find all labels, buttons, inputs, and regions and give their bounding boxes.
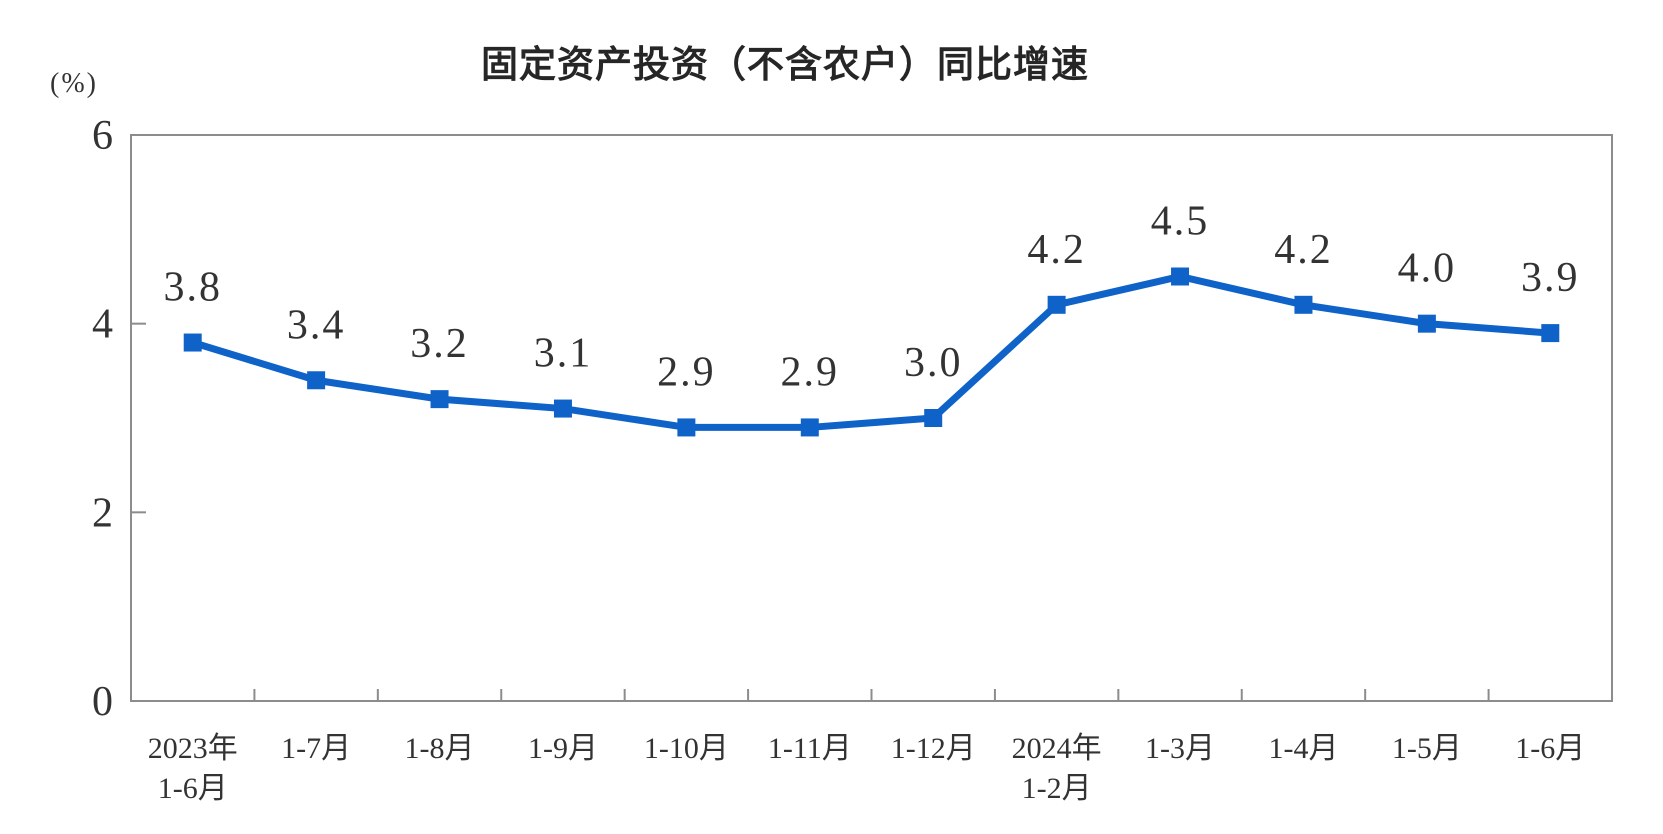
y-axis-tick-label: 4	[92, 302, 113, 348]
trend-line	[191, 272, 1551, 431]
x-axis-category-label: 1-8月	[405, 732, 475, 765]
x-axis-category-label: 1-11月	[768, 732, 852, 765]
x-axis-category-label: 1-12月	[891, 732, 976, 765]
x-axis-category-label: 1-7月	[281, 732, 351, 765]
data-point-label: 4.0	[1398, 246, 1457, 292]
data-point-label: 3.2	[410, 321, 469, 367]
x-axis-category-label: 1-10月	[644, 732, 729, 765]
data-point-label: 4.5	[1151, 199, 1210, 245]
data-point-marker	[1171, 267, 1190, 286]
data-point-label: 3.1	[534, 331, 593, 377]
x-axis-category-label: 2023年	[148, 732, 238, 765]
data-point-marker	[800, 418, 819, 437]
data-point-marker	[307, 371, 326, 390]
x-axis-category-label: 1-6月	[158, 772, 228, 805]
data-point-marker	[924, 409, 943, 427]
y-axis-tick-label: 2	[92, 490, 113, 536]
x-axis-category-label: 1-9月	[528, 732, 598, 765]
x-axis-category-label: 1-3月	[1145, 732, 1215, 765]
y-axis-tick-label: 6	[92, 113, 113, 159]
x-axis-category-label: 1-5月	[1392, 732, 1462, 765]
data-point-label: 3.9	[1521, 255, 1580, 301]
data-point-marker	[1417, 314, 1436, 333]
x-axis-category-label: 2024年	[1012, 732, 1102, 765]
y-axis-tick-label: 0	[92, 679, 113, 725]
data-point-label: 3.8	[163, 265, 222, 311]
data-point-label: 3.0	[904, 340, 963, 386]
x-axis-category-label: 1-6月	[1515, 732, 1585, 765]
data-point-marker	[1047, 295, 1066, 314]
chart-title: 固定资产投资（不含农户）同比增速	[481, 44, 1089, 85]
plot-border	[130, 134, 1613, 702]
data-point-marker	[183, 333, 202, 352]
data-point-marker	[677, 418, 696, 437]
data-point-marker	[1294, 295, 1313, 314]
data-point-label: 3.4	[287, 302, 346, 348]
y-axis-unit-label: (%)	[50, 68, 98, 99]
data-point-marker	[553, 399, 572, 418]
data-point-label: 2.9	[657, 349, 716, 395]
data-point-marker	[430, 390, 449, 409]
data-point-label: 2.9	[781, 349, 840, 395]
data-point-marker	[1541, 324, 1560, 343]
data-point-label: 4.2	[1027, 227, 1086, 273]
data-point-label: 4.2	[1274, 227, 1333, 273]
x-axis-category-label: 1-4月	[1268, 732, 1338, 765]
x-axis-category-label: 1-2月	[1022, 772, 1092, 805]
